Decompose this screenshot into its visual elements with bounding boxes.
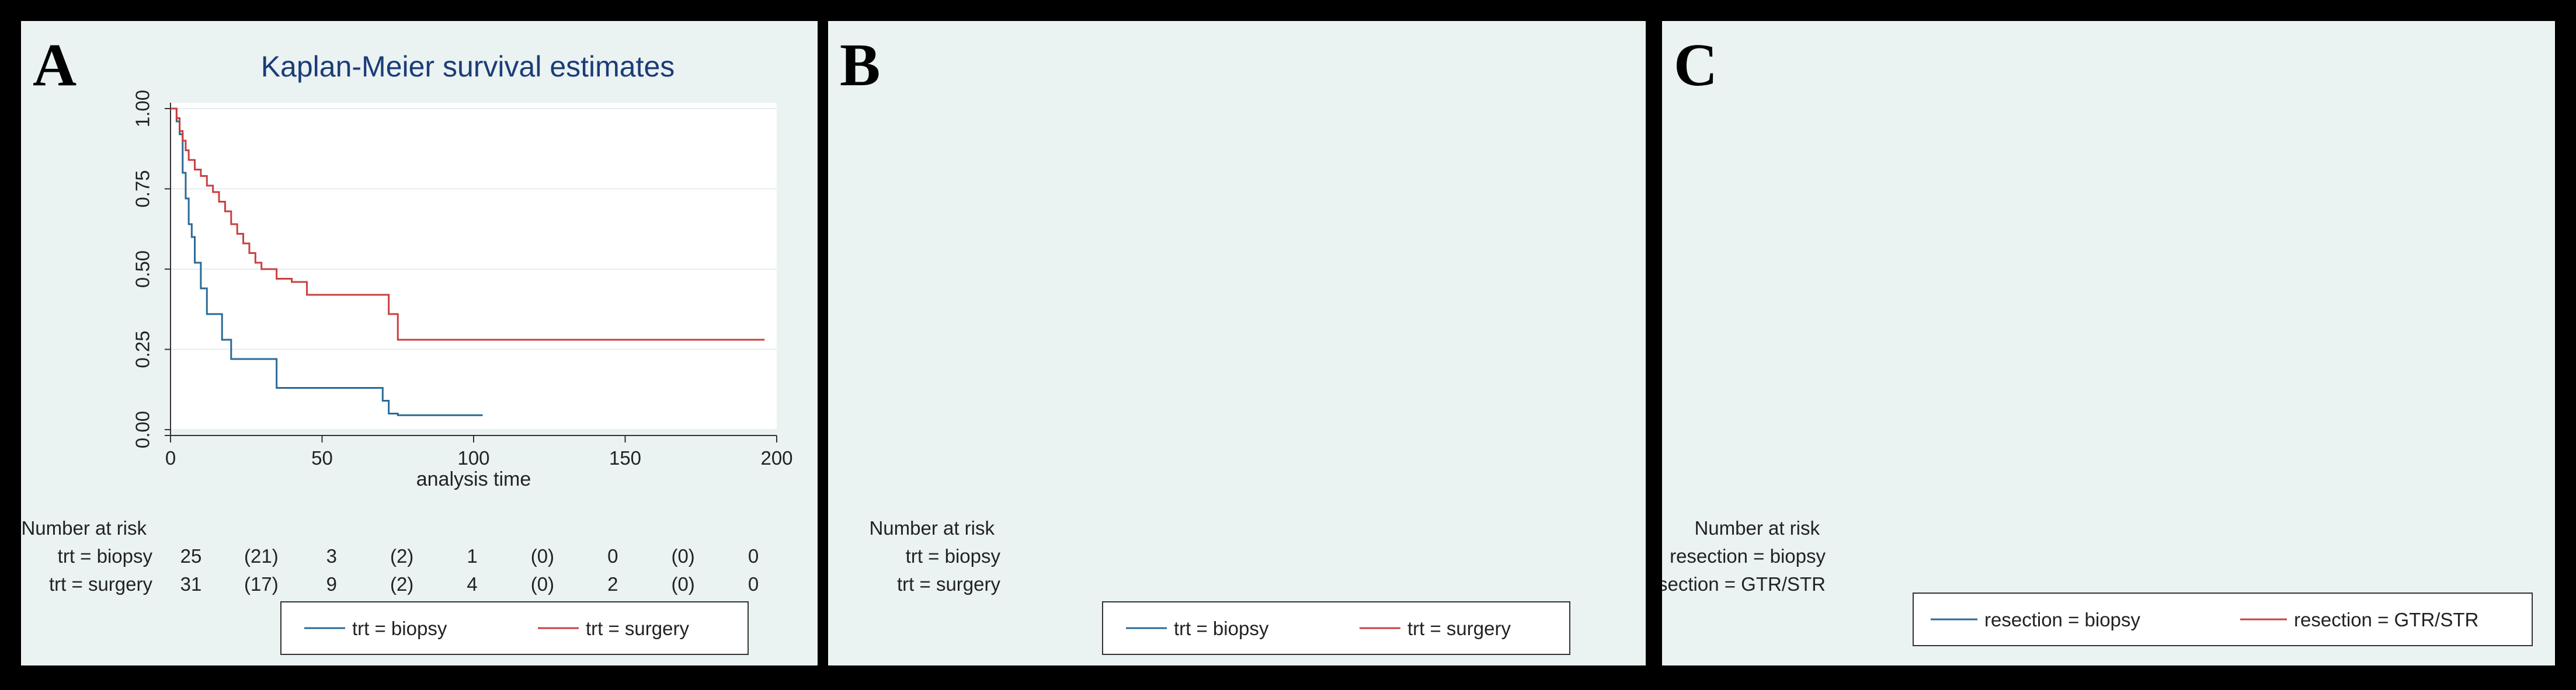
risk-value: 25	[180, 545, 202, 567]
risk-value: 9	[326, 573, 337, 595]
y-tick-label: 0.25	[132, 330, 154, 368]
risk-row-label: trt = biopsy	[58, 545, 153, 567]
km-chart-c: CKaplan-Meier survival estimates0.000.25…	[1662, 32, 2533, 646]
risk-value: (0)	[671, 573, 694, 595]
risk-row-label: trt = biopsy	[906, 545, 1001, 567]
legend-label: trt = biopsy	[352, 618, 447, 639]
risk-value: (2)	[390, 573, 413, 595]
legend: trt = biopsy trt = surgery	[280, 601, 749, 655]
legend: resection = biopsy resection = GTR/STR	[1913, 593, 2533, 646]
risk-value: 0	[607, 545, 618, 567]
x-axis-label: analysis time	[416, 468, 531, 490]
legend: trt = biopsy trt = surgery	[1102, 601, 1570, 655]
legend-box	[1102, 601, 1570, 655]
legend-label: resection = biopsy	[1984, 609, 2140, 630]
panel-letter: B	[840, 32, 880, 99]
risk-row-label: resection = GTR/STR	[1662, 573, 1826, 595]
km-panel-a: A Kaplan-Meier survival estimates 0.00 0.25…	[21, 21, 818, 665]
y-tick-label: 1.00	[132, 90, 154, 127]
risk-row-label: trt = surgery	[49, 573, 152, 595]
survival-line-surgery	[171, 107, 765, 341]
risk-value: (21)	[244, 545, 279, 567]
risk-table-heading: Number at risk	[1694, 517, 1820, 539]
km-chart-a: A Kaplan-Meier survival estimates 0.00 0.25…	[21, 32, 793, 655]
km-panel-c: CKaplan-Meier survival estimates0.000.25…	[1662, 21, 2555, 665]
x-tick-label: 50	[311, 447, 333, 469]
legend-label: trt = biopsy	[1174, 618, 1269, 639]
legend-box	[1913, 593, 2533, 646]
risk-value: (2)	[390, 545, 413, 567]
risk-value: 1	[467, 545, 477, 567]
legend-label: trt = surgery	[1407, 618, 1511, 639]
y-tick-label: 0.00	[132, 411, 154, 448]
plot-area	[171, 103, 777, 430]
y-tick-label: 0.75	[132, 170, 154, 207]
panel-letter: A	[33, 32, 77, 99]
risk-value: 4	[467, 573, 477, 595]
legend-box	[280, 601, 749, 655]
risk-value: 31	[180, 573, 202, 595]
risk-table-heading: Number at risk	[869, 517, 995, 539]
chart-title: Kaplan-Meier survival estimates	[261, 50, 675, 83]
km-panel-b: BKaplan-Meier survival estimates0.000.25…	[828, 21, 1646, 665]
km-chart-b: BKaplan-Meier survival estimates0.000.25…	[828, 32, 1570, 655]
x-tick-label: 0	[165, 447, 176, 469]
x-tick-label: 150	[609, 447, 641, 469]
panel-letter: C	[1674, 32, 1718, 99]
risk-value: 0	[748, 573, 759, 595]
y-tick-label: 0.50	[132, 250, 154, 288]
risk-value: 0	[748, 545, 759, 567]
risk-value: (0)	[531, 573, 554, 595]
legend-label: trt = surgery	[586, 618, 689, 639]
risk-row-label: trt = surgery	[897, 573, 1000, 595]
legend-label: resection = GTR/STR	[2294, 609, 2478, 630]
risk-value: 2	[607, 573, 618, 595]
risk-value: (17)	[244, 573, 279, 595]
risk-row-label: resection = biopsy	[1670, 545, 1826, 567]
risk-table-heading: Number at risk	[21, 517, 147, 539]
x-tick-label: 200	[760, 447, 792, 469]
risk-value: (0)	[531, 545, 554, 567]
x-tick-label: 100	[457, 447, 489, 469]
risk-value: 3	[326, 545, 337, 567]
risk-value: (0)	[671, 545, 694, 567]
